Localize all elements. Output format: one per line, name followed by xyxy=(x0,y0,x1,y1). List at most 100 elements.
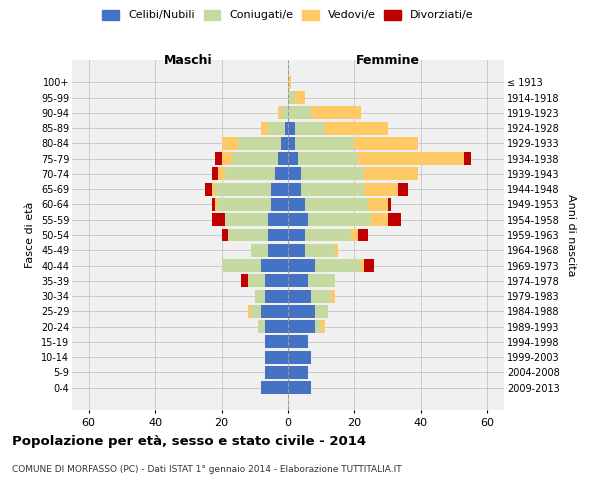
Bar xyxy=(355,137,418,150)
Bar xyxy=(265,274,288,287)
Bar xyxy=(288,106,311,120)
Bar xyxy=(212,198,215,211)
Y-axis label: Anni di nascita: Anni di nascita xyxy=(566,194,576,276)
Bar xyxy=(215,198,218,211)
Bar xyxy=(262,122,268,134)
Bar xyxy=(268,122,284,134)
Bar xyxy=(295,122,325,134)
Bar xyxy=(398,182,407,196)
Bar xyxy=(288,336,308,348)
Bar xyxy=(215,182,271,196)
Y-axis label: Fasce di età: Fasce di età xyxy=(25,202,35,268)
Bar xyxy=(288,182,301,196)
Bar xyxy=(262,259,288,272)
Bar xyxy=(388,214,401,226)
Bar xyxy=(311,290,331,302)
Bar xyxy=(225,214,268,226)
Bar xyxy=(228,228,268,241)
Bar xyxy=(251,305,262,318)
Bar xyxy=(311,106,361,120)
Bar xyxy=(295,91,305,104)
Bar xyxy=(255,290,265,302)
Bar xyxy=(288,350,311,364)
Bar xyxy=(295,137,355,150)
Bar xyxy=(368,198,388,211)
Bar xyxy=(298,152,358,165)
Bar xyxy=(265,336,288,348)
Bar xyxy=(268,244,288,256)
Bar xyxy=(351,228,358,241)
Bar xyxy=(288,381,311,394)
Bar xyxy=(308,214,371,226)
Bar xyxy=(268,228,288,241)
Bar xyxy=(364,182,398,196)
Bar xyxy=(364,168,418,180)
Bar xyxy=(388,198,391,211)
Bar xyxy=(301,168,364,180)
Bar xyxy=(288,214,308,226)
Bar xyxy=(262,305,288,318)
Bar xyxy=(288,259,314,272)
Bar xyxy=(371,214,388,226)
Bar xyxy=(314,320,321,333)
Bar xyxy=(248,305,251,318)
Bar xyxy=(278,152,288,165)
Bar xyxy=(265,366,288,379)
Bar xyxy=(288,91,295,104)
Bar xyxy=(238,137,281,150)
Bar xyxy=(314,305,328,318)
Bar xyxy=(221,228,228,241)
Bar xyxy=(271,198,288,211)
Bar xyxy=(288,290,311,302)
Bar xyxy=(358,228,368,241)
Bar xyxy=(218,168,225,180)
Bar xyxy=(288,320,314,333)
Bar xyxy=(232,152,278,165)
Bar xyxy=(358,152,464,165)
Bar xyxy=(288,228,305,241)
Bar xyxy=(281,106,288,120)
Bar xyxy=(321,320,325,333)
Bar xyxy=(331,290,335,302)
Bar xyxy=(221,259,262,272)
Bar xyxy=(258,320,265,333)
Bar xyxy=(215,152,221,165)
Bar xyxy=(301,182,364,196)
Bar xyxy=(288,244,305,256)
Bar xyxy=(335,244,338,256)
Text: Maschi: Maschi xyxy=(164,54,212,67)
Bar xyxy=(221,137,238,150)
Bar xyxy=(275,168,288,180)
Bar xyxy=(221,152,232,165)
Bar xyxy=(325,122,388,134)
Text: COMUNE DI MORFASSO (PC) - Dati ISTAT 1° gennaio 2014 - Elaborazione TUTTITALIA.I: COMUNE DI MORFASSO (PC) - Dati ISTAT 1° … xyxy=(12,465,401,474)
Bar xyxy=(212,182,215,196)
Bar xyxy=(288,366,308,379)
Bar xyxy=(212,214,225,226)
Bar xyxy=(268,214,288,226)
Bar xyxy=(288,198,305,211)
Bar xyxy=(265,350,288,364)
Bar xyxy=(248,274,265,287)
Text: Popolazione per età, sesso e stato civile - 2014: Popolazione per età, sesso e stato civil… xyxy=(12,435,366,448)
Legend: Celibi/Nubili, Coniugati/e, Vedovi/e, Divorziati/e: Celibi/Nubili, Coniugati/e, Vedovi/e, Di… xyxy=(103,10,473,20)
Bar xyxy=(361,259,364,272)
Bar xyxy=(308,274,335,287)
Bar xyxy=(262,381,288,394)
Bar xyxy=(464,152,471,165)
Bar xyxy=(241,274,248,287)
Bar xyxy=(251,244,268,256)
Bar xyxy=(305,244,335,256)
Bar xyxy=(364,259,374,272)
Bar xyxy=(212,168,218,180)
Bar xyxy=(288,137,295,150)
Bar xyxy=(271,182,288,196)
Bar xyxy=(205,182,212,196)
Bar xyxy=(265,290,288,302)
Bar xyxy=(288,122,295,134)
Bar xyxy=(288,76,292,89)
Bar xyxy=(305,198,368,211)
Bar xyxy=(278,106,281,120)
Bar xyxy=(288,305,314,318)
Bar xyxy=(265,320,288,333)
